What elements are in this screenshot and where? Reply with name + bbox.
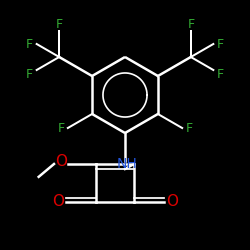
Text: F: F bbox=[186, 122, 193, 134]
Text: NH: NH bbox=[116, 157, 138, 171]
Text: O: O bbox=[55, 154, 67, 170]
Text: O: O bbox=[166, 194, 178, 210]
Text: F: F bbox=[26, 38, 33, 51]
Text: F: F bbox=[187, 18, 194, 30]
Text: F: F bbox=[57, 122, 64, 134]
Text: F: F bbox=[217, 68, 224, 82]
Text: F: F bbox=[56, 18, 63, 30]
Text: F: F bbox=[26, 68, 33, 82]
Text: O: O bbox=[52, 194, 64, 210]
Text: F: F bbox=[217, 38, 224, 51]
